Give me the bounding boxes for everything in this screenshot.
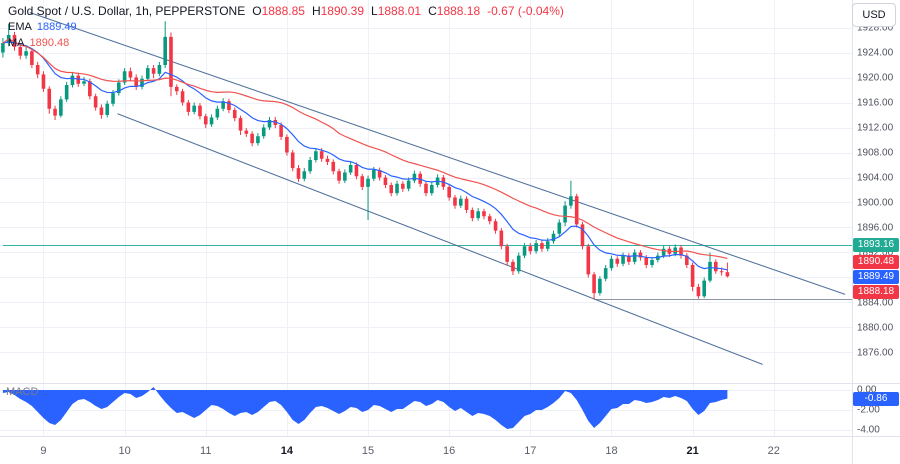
ma-value: 1890.48 [29, 37, 70, 49]
price-badge-last: 1888.18 [853, 285, 899, 299]
currency-button[interactable]: USD [852, 3, 896, 27]
macd-indicator-label[interactable]: MACD [6, 386, 39, 398]
ohlc-open-label: O [252, 4, 262, 18]
ohlc-close-label: C [428, 4, 437, 18]
price-badge-ema: 1889.49 [853, 270, 899, 284]
symbol-legend: Gold Spot / U.S. Dollar, 1h, PEPPERSTONE… [8, 4, 564, 51]
time-axis[interactable] [0, 437, 852, 464]
macd-value-badge: -0.86 [853, 391, 899, 406]
ohlc-low-label: L [371, 4, 378, 18]
indicator-legend-ma[interactable]: MA 1890.48 [8, 36, 564, 51]
indicator-legend-ema[interactable]: EMA 1889.49 [8, 20, 564, 35]
price-badge-level: 1893.16 [853, 238, 899, 253]
price-axis[interactable] [853, 0, 900, 436]
ma-label: MA [8, 37, 25, 49]
ohlc-close-value: 1888.18 [436, 4, 481, 18]
price-badge-ma: 1890.48 [853, 255, 899, 269]
ema-label: EMA [8, 21, 32, 33]
ohlc-low-value: 1888.01 [377, 4, 422, 18]
symbol-title[interactable]: Gold Spot / U.S. Dollar, 1h, PEPPERSTONE [8, 4, 246, 18]
ema-value: 1889.49 [36, 21, 77, 33]
ohlc-high-value: 1890.39 [320, 4, 365, 18]
ohlc-high-label: H [311, 4, 321, 18]
symbol-readout: Gold Spot / U.S. Dollar, 1h, PEPPERSTONE… [8, 4, 564, 19]
change-readout: -0.67 (-0.04%) [487, 4, 564, 18]
ohlc-open-value: 1888.85 [261, 4, 305, 18]
